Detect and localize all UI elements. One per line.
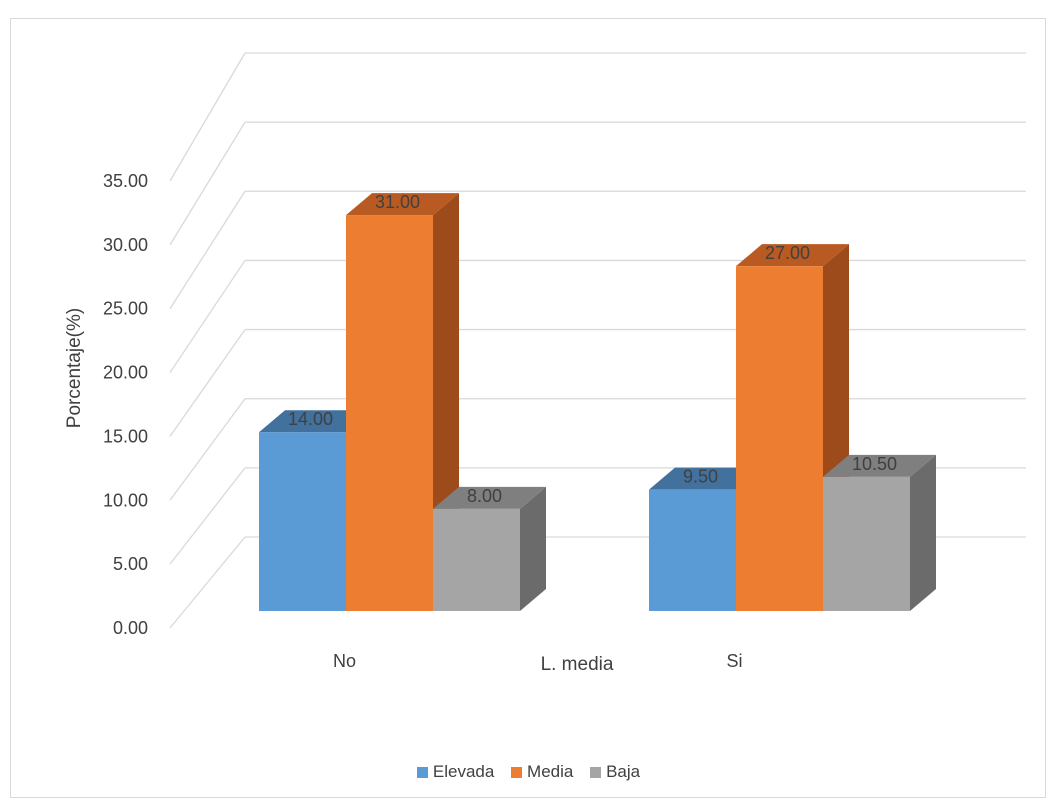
gridlines: 0.00 5.00 10.00 15.00 20.00 25.00 30.00 35.00 — [103, 52, 1026, 638]
y-tick-label: 15.00 — [103, 426, 148, 446]
legend-swatch-elevada — [416, 767, 428, 778]
side-gridline — [169, 329, 246, 437]
legend-item-baja: Baja — [590, 762, 640, 782]
bar-top — [736, 244, 849, 267]
bar-top — [259, 410, 372, 433]
y-tick-label: 25.00 — [103, 299, 148, 319]
y-axis-title: Porcentaje(%) — [64, 308, 85, 428]
labels: 14.00 31.00 8.00 No 9.50 27.00 10.50 Si — [288, 192, 897, 671]
y-tick-label: 20.00 — [103, 363, 148, 383]
y-tick-label: 10.00 — [103, 490, 148, 510]
side-gridline — [169, 52, 246, 182]
legend-label-baja: Baja — [606, 762, 641, 781]
side-gridline — [169, 121, 246, 246]
chart-area — [10, 18, 1046, 798]
legend-swatch-baja — [590, 767, 602, 778]
y-tick-label: 30.00 — [103, 235, 148, 255]
y-tick-label: 35.00 — [103, 171, 148, 191]
x-tick-label: Si — [726, 651, 742, 671]
bars — [259, 193, 936, 612]
bar — [259, 432, 346, 611]
bar — [649, 489, 736, 611]
y-tick-label: 5.00 — [113, 554, 148, 574]
side-gridline — [169, 536, 246, 629]
legend-item-media: Media — [511, 762, 573, 782]
bar-top — [649, 467, 762, 490]
data-label: 14.00 — [288, 409, 333, 429]
legend-swatch-media — [511, 767, 523, 778]
data-label: 9.50 — [683, 467, 718, 487]
side-gridline — [169, 467, 246, 565]
side-gridline — [169, 398, 246, 501]
bar-side — [910, 454, 936, 611]
data-label: 27.00 — [765, 243, 810, 263]
side-gridline — [169, 260, 246, 373]
x-tick-label: No — [333, 651, 356, 671]
data-label: 10.50 — [852, 454, 897, 474]
y-tick-label: 0.00 — [113, 618, 148, 638]
bar-top — [823, 454, 936, 477]
bar — [346, 215, 433, 612]
data-label: 8.00 — [467, 486, 502, 506]
legend-label-media: Media — [527, 762, 574, 781]
bar — [433, 508, 520, 611]
bar-top — [346, 193, 459, 216]
legend: Elevada Media Baja — [0, 762, 1057, 782]
bar-top — [433, 486, 546, 509]
data-label: 31.00 — [375, 192, 420, 212]
side-gridline — [169, 190, 246, 310]
bar — [823, 476, 910, 611]
bar-side — [520, 486, 546, 611]
x-axis-title: L. media — [541, 654, 614, 675]
bar — [736, 266, 823, 611]
legend-label-elevada: Elevada — [432, 762, 495, 781]
legend-item-elevada: Elevada — [416, 762, 495, 782]
